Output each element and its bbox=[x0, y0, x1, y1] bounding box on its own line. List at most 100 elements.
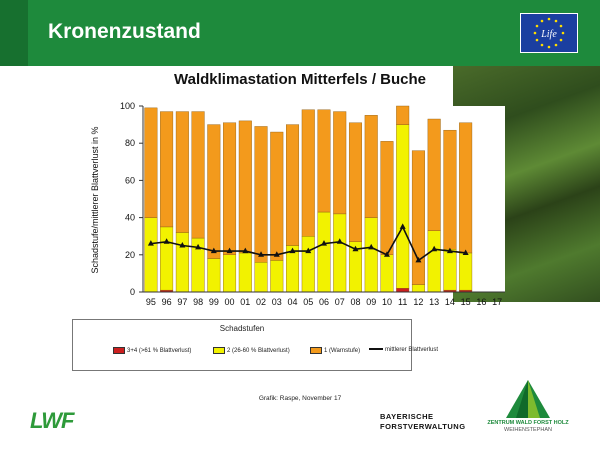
bar-segment bbox=[144, 107, 158, 218]
legend-label: 2 (26-60 % Blattverlust) bbox=[227, 348, 290, 355]
bar-segment bbox=[270, 131, 284, 261]
x-tick-label: 02 bbox=[256, 297, 266, 307]
header-accent-strip bbox=[0, 0, 28, 66]
mean-loss-point bbox=[226, 247, 233, 254]
mean-loss-point bbox=[242, 247, 249, 254]
bar-segment bbox=[333, 213, 347, 293]
x-tick-label: 06 bbox=[319, 297, 329, 307]
bar-segment bbox=[286, 124, 300, 246]
zentrum-logo-text: ZENTRUM WALD FORST HOLZ WEIHENSTEPHAN bbox=[478, 420, 578, 434]
x-tick-label: 10 bbox=[382, 297, 392, 307]
legend: Schadstufen 3+4 (>61 % Blattverlust) 2 (… bbox=[72, 319, 438, 371]
x-tick-label: 01 bbox=[240, 297, 250, 307]
bar-segment bbox=[411, 284, 425, 293]
header-bar: Kronenzustand Life bbox=[0, 0, 600, 66]
bar-segment bbox=[175, 111, 189, 233]
y-tick-label: 80 bbox=[125, 138, 135, 148]
bar-segment bbox=[380, 141, 394, 255]
x-tick-label: 15 bbox=[461, 297, 471, 307]
bar-segment bbox=[364, 115, 378, 218]
chart-svg: 0 20 40 60 80 100 95 96 97 98 99 00 01 02 03 04 05 06 07 0… bbox=[90, 101, 505, 307]
y-axis-label: Schadstufe/mittlerer Blattverlust in % bbox=[90, 126, 100, 273]
bar-segment bbox=[175, 232, 189, 293]
source-caption: Grafik: Raspe, November 17 bbox=[258, 395, 342, 402]
mean-loss-point bbox=[336, 238, 343, 244]
legend-swatch bbox=[113, 347, 125, 354]
mean-loss-point bbox=[163, 238, 170, 244]
bayern-logo-line1: BAYERISCHE bbox=[380, 412, 434, 421]
bar-segment bbox=[459, 122, 473, 254]
x-tick-label: 95 bbox=[146, 297, 156, 307]
bar-segment bbox=[443, 129, 457, 250]
bar-segment bbox=[254, 126, 268, 263]
mean-loss-point bbox=[415, 256, 422, 263]
legend-item-mean-line: mittlerer Blattverlust bbox=[369, 347, 438, 353]
bar-segment bbox=[380, 254, 394, 293]
x-tick-label: 17 bbox=[492, 297, 502, 307]
zentrum-wald-forst-holz-logo: ZENTRUM WALD FORST HOLZ WEIHENSTEPHAN bbox=[478, 378, 578, 438]
legend-label: 3+4 (>61 % Blattverlust) bbox=[127, 348, 192, 355]
x-tick-label: 08 bbox=[350, 297, 360, 307]
bar-segment bbox=[396, 124, 410, 289]
mean-loss-point bbox=[321, 240, 327, 246]
bar-segment bbox=[317, 211, 331, 293]
bar-segment bbox=[396, 105, 410, 125]
bar-segment bbox=[207, 258, 221, 293]
x-tick-label: 12 bbox=[413, 297, 423, 307]
mean-loss-point bbox=[289, 247, 296, 254]
x-tick-label: 16 bbox=[476, 297, 486, 307]
mean-loss-point bbox=[446, 247, 453, 254]
bar-segment bbox=[364, 217, 378, 293]
legend-item-warning: 1 (Warnstufe) bbox=[310, 347, 360, 354]
bar-segment bbox=[333, 111, 347, 215]
legend-label: 1 (Warnstufe) bbox=[324, 348, 361, 355]
x-tick-label: 03 bbox=[272, 297, 282, 307]
bar-segment bbox=[317, 109, 331, 213]
mean-loss-point bbox=[431, 245, 438, 252]
x-tick-label: 97 bbox=[177, 297, 187, 307]
mean-loss-point bbox=[195, 243, 202, 250]
bar-segment bbox=[459, 252, 473, 291]
x-tick-label: 99 bbox=[209, 297, 219, 307]
bar-segment bbox=[301, 235, 315, 293]
y-tick-label: 60 bbox=[125, 175, 135, 185]
x-tick-label: 04 bbox=[288, 297, 298, 307]
bar-segment bbox=[270, 260, 284, 293]
bar-segment bbox=[427, 230, 441, 293]
bar-segment bbox=[223, 122, 237, 255]
mean-loss-point bbox=[210, 247, 217, 254]
bar-segment bbox=[160, 226, 174, 291]
y-tick-label: 20 bbox=[125, 250, 135, 260]
mean-loss-point bbox=[462, 249, 469, 255]
bayerische-forstverwaltung-logo: BAYERISCHE FORSTVERWALTUNG bbox=[380, 412, 466, 432]
bar-segment bbox=[254, 262, 268, 293]
mean-loss-point bbox=[368, 243, 375, 250]
bar-segment bbox=[238, 252, 252, 293]
x-tick-label: 13 bbox=[429, 297, 439, 307]
y-tick-label: 0 bbox=[130, 287, 135, 297]
legend-item-moderate: 2 (26-60 % Blattverlust) bbox=[213, 347, 290, 354]
x-tick-label: 00 bbox=[225, 297, 235, 307]
x-tick-label: 14 bbox=[445, 297, 455, 307]
bar-segment bbox=[207, 124, 221, 259]
legend-item-severe: 3+4 (>61 % Blattverlust) bbox=[113, 347, 191, 354]
x-tick-label: 09 bbox=[366, 297, 376, 307]
chart-title: Waldklimastation Mitterfels / Buche bbox=[174, 71, 426, 88]
mean-loss-point bbox=[258, 251, 265, 257]
mean-loss-point bbox=[179, 242, 186, 248]
bar-segment bbox=[238, 120, 252, 254]
eu-life-logo: Life bbox=[520, 13, 578, 53]
legend-title: Schadstufen bbox=[219, 324, 265, 333]
mean-loss-point bbox=[399, 223, 406, 229]
mean-loss-point bbox=[305, 247, 312, 254]
bar-segment bbox=[396, 288, 410, 293]
zentrum-logo-line2: WEIHENSTEPHAN bbox=[504, 427, 552, 433]
legend-swatch bbox=[310, 347, 322, 354]
bar-segment bbox=[160, 111, 174, 228]
x-tick-label: 98 bbox=[193, 297, 203, 307]
bayern-logo-line2: FORSTVERWALTUNG bbox=[380, 422, 466, 431]
bar-segment bbox=[427, 118, 441, 231]
x-tick-label: 05 bbox=[303, 297, 313, 307]
bar-segment bbox=[144, 217, 158, 293]
zentrum-logo-line1: ZENTRUM WALD FORST HOLZ bbox=[487, 420, 569, 426]
